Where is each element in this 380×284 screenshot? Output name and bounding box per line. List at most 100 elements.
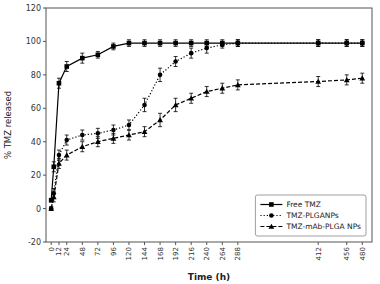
error-bar xyxy=(127,130,131,140)
error-bar xyxy=(52,192,56,202)
error-bar-cap xyxy=(143,126,147,127)
x-tick-label: 120 xyxy=(125,247,133,260)
error-bar-cap xyxy=(158,46,162,47)
legend-label: Free TMZ xyxy=(286,200,321,209)
data-point xyxy=(96,53,101,58)
y-tick xyxy=(43,141,46,142)
error-bar-cap xyxy=(220,39,224,40)
error-bar-cap xyxy=(158,126,162,127)
error-bar xyxy=(111,43,115,50)
error-bar-cap xyxy=(316,76,320,77)
y-tick-label: 0 xyxy=(36,205,41,214)
error-bar-cap xyxy=(174,98,178,99)
data-point xyxy=(236,41,241,46)
error-bar xyxy=(143,40,147,47)
error-bar xyxy=(189,40,193,47)
x-tick-label: 412 xyxy=(315,247,323,260)
error-bar-cap xyxy=(143,98,147,99)
error-bar-cap xyxy=(236,39,240,40)
y-tick-label: -20 xyxy=(28,238,41,247)
error-bar-cap xyxy=(57,168,61,169)
data-point xyxy=(315,79,321,84)
data-point xyxy=(111,135,117,140)
error-bar-cap xyxy=(57,158,61,159)
error-bar-cap xyxy=(345,46,349,47)
error-bar-cap xyxy=(360,46,364,47)
series-line xyxy=(51,78,362,208)
y-tick-label: 100 xyxy=(26,37,41,46)
x-tick-label: 72 xyxy=(94,247,102,256)
data-point xyxy=(204,46,209,51)
error-bar-cap xyxy=(80,63,84,64)
error-bar xyxy=(174,56,178,66)
error-bar-cap xyxy=(158,39,162,40)
error-bar-cap xyxy=(57,88,61,89)
data-point xyxy=(158,73,163,78)
error-bar xyxy=(80,53,84,63)
error-bar-cap xyxy=(57,78,61,79)
data-point xyxy=(95,139,101,144)
error-bar-cap xyxy=(236,79,240,80)
x-tick-label: 24 xyxy=(63,246,71,255)
error-bar-cap xyxy=(189,93,193,94)
plot-area xyxy=(48,40,365,211)
error-bar-cap xyxy=(316,39,320,40)
error-bar-cap xyxy=(345,74,349,75)
error-bar-cap xyxy=(80,53,84,54)
data-point xyxy=(64,138,69,143)
error-bar-cap xyxy=(205,96,209,97)
error-bar xyxy=(57,78,61,88)
data-point xyxy=(316,41,321,46)
error-bar-cap xyxy=(127,130,131,131)
error-bar xyxy=(220,83,224,93)
x-tick xyxy=(346,242,347,245)
error-bar-cap xyxy=(96,146,100,147)
error-bar-cap xyxy=(65,150,69,151)
x-tick xyxy=(144,242,145,245)
series xyxy=(49,40,365,211)
x-tick xyxy=(66,242,67,245)
data-point xyxy=(344,41,349,46)
y-tick-label: 20 xyxy=(31,171,41,180)
error-bar-cap xyxy=(360,46,364,47)
error-bar xyxy=(236,80,240,90)
error-bar xyxy=(57,158,61,168)
error-bar xyxy=(189,48,193,58)
x-tick-label: 96 xyxy=(110,246,118,255)
data-point xyxy=(204,89,210,94)
error-bar-cap xyxy=(360,39,364,40)
error-bar-cap xyxy=(189,58,193,59)
data-point xyxy=(359,75,365,80)
series xyxy=(49,40,365,203)
data-point xyxy=(126,132,132,137)
error-bar xyxy=(65,135,69,145)
error-bar xyxy=(80,130,84,140)
error-bar-cap xyxy=(143,111,147,112)
data-point xyxy=(189,51,194,56)
error-bar xyxy=(158,68,162,81)
x-tick xyxy=(362,242,363,245)
error-bar-cap xyxy=(80,151,84,152)
data-point xyxy=(173,102,179,107)
error-bar-cap xyxy=(220,41,224,42)
error-bar-cap xyxy=(80,140,84,141)
legend-label: TMZ-mAb-PLGA NPs xyxy=(285,222,361,231)
error-bar-cap xyxy=(220,48,224,49)
x-axis-label: Time (h) xyxy=(188,272,230,282)
y-tick-label: 40 xyxy=(31,138,41,147)
error-bar-cap xyxy=(158,81,162,82)
y-tick-label: 80 xyxy=(31,71,41,80)
x-tick-label: 288 xyxy=(234,247,242,260)
x-tick xyxy=(318,242,319,245)
error-bar-cap xyxy=(220,83,224,84)
data-point xyxy=(96,131,101,136)
data-point xyxy=(142,129,148,134)
error-bar xyxy=(236,40,240,47)
x-tick xyxy=(222,242,223,245)
error-bar xyxy=(360,73,364,83)
error-bar xyxy=(143,98,147,111)
x-tick-label: 480 xyxy=(359,247,367,260)
x-tick xyxy=(97,242,98,245)
y-tick-label: 60 xyxy=(31,104,41,113)
x-tick-label: 456 xyxy=(343,246,351,260)
